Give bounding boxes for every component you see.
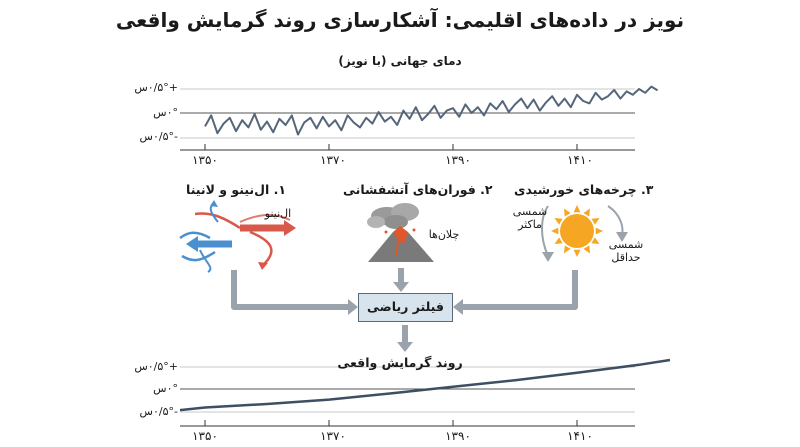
bottom-x-tick-1370: ۱۳۷۰ — [320, 429, 346, 443]
bottom-chart-grid — [180, 366, 635, 427]
top-x-tick-1350: ۱۳۵۰ — [192, 153, 218, 167]
bottom-chart-trend-line — [179, 358, 671, 412]
sun-ray — [573, 249, 581, 257]
bottom-y-tick-high: +۰/۵°س — [134, 360, 178, 373]
top-y-tick-low: -۰/۵°س — [139, 130, 178, 143]
bottom-y-tick-zero: ۰°س — [153, 382, 178, 395]
enso-icon — [179, 200, 296, 273]
top-chart-label: دمای جهانی (با نویز) — [338, 54, 462, 68]
sun-ray — [591, 218, 600, 225]
sun-ray — [591, 237, 600, 244]
connector-arrowheads — [348, 282, 463, 352]
bottom-x-tick-1390: ۱۳۹۰ — [445, 429, 471, 443]
bottom-x-tick-1350: ۱۳۵۰ — [192, 429, 218, 443]
sun-icon — [541, 205, 628, 262]
sun-ray — [595, 227, 603, 235]
sun-ray — [564, 208, 571, 217]
enso-sublabel: ال‌نینو — [264, 207, 292, 220]
sun-ray — [583, 208, 590, 217]
sun-ray — [554, 237, 563, 244]
bottom-y-tick-low: -۰/۵°س — [139, 405, 178, 418]
page-title: نویز در داده‌های اقلیمی: آشکارسازی روند … — [115, 8, 685, 32]
top-y-tick-zero: ۰°س — [153, 106, 178, 119]
solar-min-label: شمسی حداقل — [608, 238, 644, 264]
sun-ray — [551, 227, 559, 235]
volcano-sublabel: چلان‌ها — [428, 228, 460, 241]
sun-ray — [573, 205, 581, 213]
bottom-chart-x-axis — [204, 420, 578, 426]
top-chart-noisy-line — [204, 85, 659, 136]
top-x-tick-1370: ۱۳۷۰ — [320, 153, 346, 167]
top-chart-x-axis — [204, 144, 578, 150]
top-y-tick-high: +۰/۵°س — [134, 81, 178, 94]
factor-volcano-label: ۲. فوران‌های آتشفشانی — [343, 182, 493, 197]
top-chart-grid — [180, 88, 635, 151]
factor-enso-label: ۱. ال‌نینو و لانینا — [186, 182, 286, 197]
bottom-x-tick-1410: ۱۴۱۰ — [567, 429, 593, 443]
sun-ray — [554, 218, 563, 225]
top-x-tick-1410: ۱۴۱۰ — [567, 153, 593, 167]
factor-solar-label: ۳. چرخه‌های خورشیدی — [514, 182, 654, 197]
top-x-tick-1390: ۱۳۹۰ — [445, 153, 471, 167]
volcano-icon — [367, 203, 434, 262]
sun-ray — [564, 245, 571, 254]
bottom-chart-label: روند گرمایش واقعی — [337, 355, 463, 370]
connector-arrows — [231, 268, 578, 345]
math-filter-box: فیلتر ریاضی — [358, 293, 453, 322]
solar-max-label: شمسی ماکثر — [512, 205, 548, 231]
sun-ray — [583, 245, 590, 254]
